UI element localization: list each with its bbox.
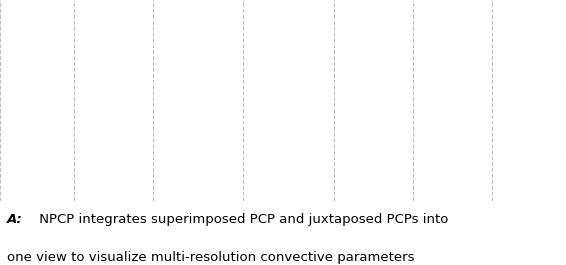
Text: one view to visualize multi-resolution convective parameters: one view to visualize multi-resolution c… (7, 251, 414, 264)
Text: A:: A: (7, 213, 23, 226)
Text: NPCP integrates superimposed PCP and juxtaposed PCPs into: NPCP integrates superimposed PCP and jux… (35, 213, 448, 226)
